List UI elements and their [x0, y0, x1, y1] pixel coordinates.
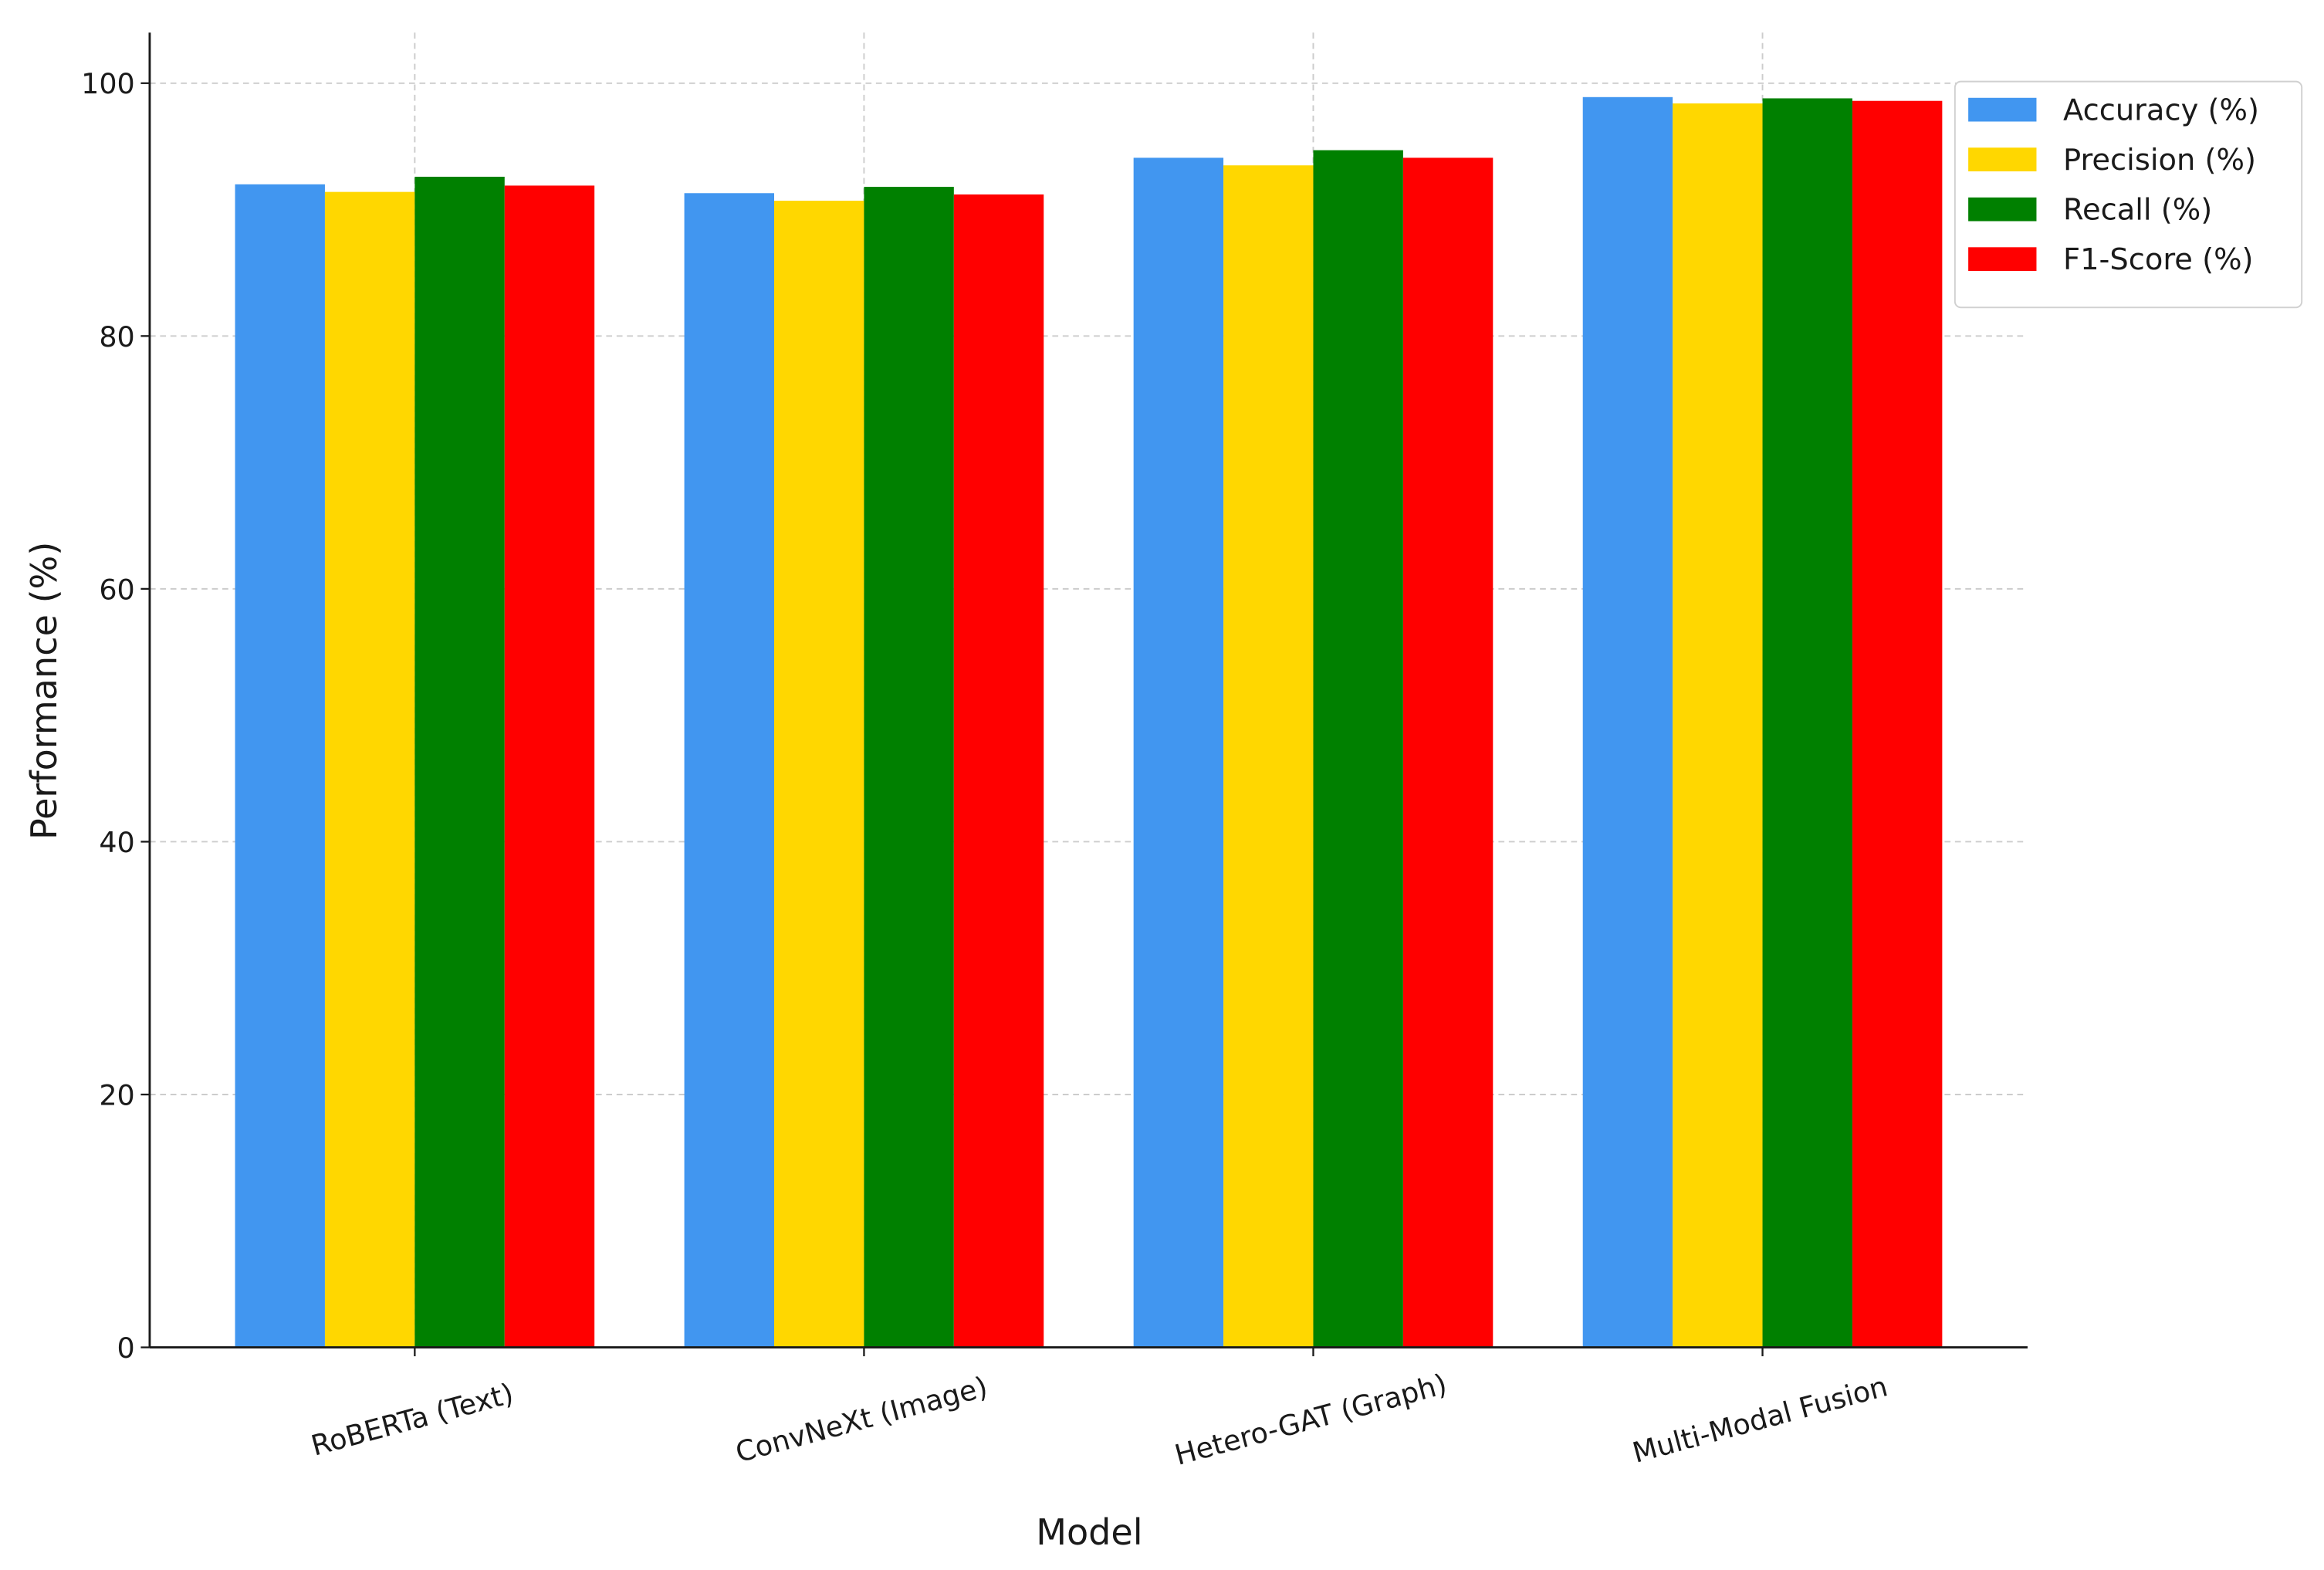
bar [684, 193, 775, 1348]
y-tick-label: 20 [99, 1078, 134, 1112]
legend-swatch [1968, 247, 2037, 272]
legend: Accuracy (%) Precision (%) Recall (%) F1-Sc… [1954, 80, 2303, 309]
legend-label: Recall (%) [2063, 193, 2212, 228]
x-tick-label: ConvNeXt (Image) [732, 1370, 990, 1469]
bar [504, 185, 595, 1348]
x-axis-label: Model [1036, 1511, 1142, 1553]
bar [324, 191, 415, 1348]
legend-label: F1-Score (%) [2063, 242, 2254, 277]
bar [1402, 157, 1494, 1348]
bar [774, 201, 864, 1348]
bar [1762, 98, 1852, 1348]
y-axis-label: Performance (%) [23, 542, 65, 840]
bars [235, 96, 1943, 1348]
x-tick-label: RoBERTa (Text) [308, 1376, 517, 1462]
bar [1223, 165, 1314, 1348]
x-tick-label: Hetero-GAT (Graph) [1171, 1367, 1450, 1471]
y-tick-label: 100 [81, 67, 135, 100]
y-tick-label: 40 [99, 826, 134, 859]
legend-label: Accuracy (%) [2063, 93, 2259, 128]
legend-label: Precision (%) [2063, 143, 2256, 178]
y-tick-label: 80 [99, 320, 134, 354]
x-tick-label: Multi-Modal Fusion [1629, 1369, 1891, 1470]
bar [1313, 150, 1403, 1348]
bar [864, 187, 954, 1348]
legend-frame [1954, 80, 2303, 309]
legend-swatch [1968, 197, 2037, 222]
bar [1852, 100, 1943, 1348]
bar [414, 176, 505, 1348]
y-tick-label: 60 [99, 573, 134, 606]
bar [1133, 157, 1224, 1348]
y-tick-label: 0 [117, 1331, 135, 1365]
legend-swatch [1968, 147, 2037, 172]
bar [1673, 103, 1763, 1348]
legend-swatch [1968, 97, 2037, 122]
bar [953, 194, 1044, 1348]
bar [1582, 96, 1673, 1348]
bar [235, 184, 325, 1348]
